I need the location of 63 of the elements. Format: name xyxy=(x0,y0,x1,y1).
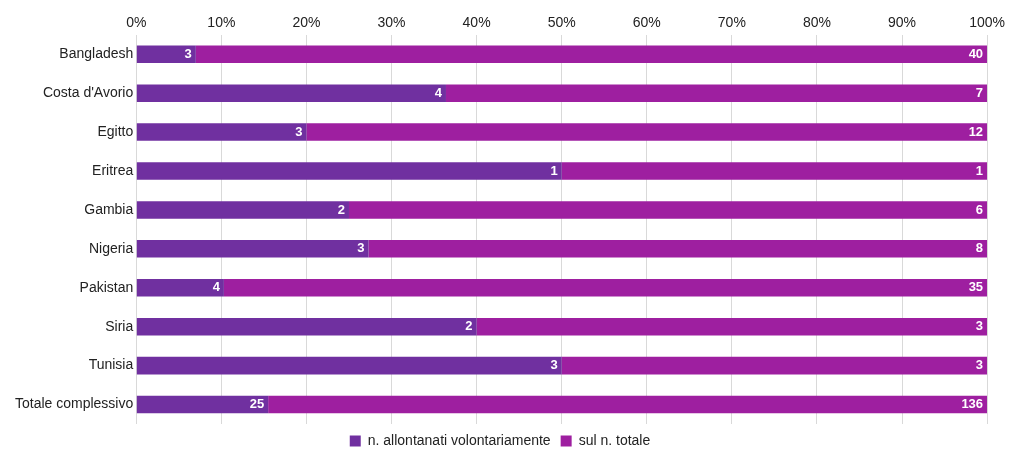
annotation: 25 xyxy=(249,396,265,412)
x-tick-label: 20% xyxy=(292,14,321,31)
bar xyxy=(368,240,988,258)
annotation: 35 xyxy=(968,279,984,295)
x-tick-label: 40% xyxy=(462,14,491,31)
y-tick-label: Pakistan xyxy=(79,278,134,295)
bar xyxy=(223,279,988,297)
annotation: 3 xyxy=(184,45,192,61)
bar xyxy=(136,240,369,258)
bar xyxy=(136,201,349,219)
bar xyxy=(136,162,562,180)
annotation: 1 xyxy=(550,162,558,178)
y-tick-label: Gambia xyxy=(84,200,134,217)
x-tick-label: 100% xyxy=(969,14,1005,31)
x-tick-label: 30% xyxy=(377,14,406,31)
annotation: 3 xyxy=(975,318,984,334)
legend-label: n. allontanati volontariamente xyxy=(367,431,551,448)
x-tick-label: 0% xyxy=(126,14,147,31)
x-tick-label: 90% xyxy=(888,14,917,31)
bar xyxy=(136,395,269,414)
bar xyxy=(136,317,477,336)
x-tick-label: 80% xyxy=(802,14,831,31)
annotation: 40 xyxy=(968,45,984,61)
annotation: 4 xyxy=(434,84,443,100)
annotation: 3 xyxy=(295,123,303,139)
x-tick-label: 70% xyxy=(717,14,746,31)
bar xyxy=(136,279,224,297)
y-tick-label: Nigeria xyxy=(88,239,134,256)
bar xyxy=(445,84,988,102)
y-tick-label: Bangladesh xyxy=(59,45,134,62)
annotation: 4 xyxy=(212,279,221,295)
bar xyxy=(561,162,988,180)
bar xyxy=(195,45,988,64)
bar xyxy=(136,123,307,141)
bar xyxy=(268,395,988,414)
y-tick-label: Tunisia xyxy=(88,356,134,373)
x-tick-label: 50% xyxy=(547,14,576,31)
x-tick-label: 60% xyxy=(632,14,661,31)
annotation: 2 xyxy=(337,201,345,217)
y-tick-label: Costa d'Avorio xyxy=(42,84,134,101)
annotation: 2 xyxy=(465,318,473,334)
bar xyxy=(136,84,446,102)
bar xyxy=(136,356,562,375)
bar xyxy=(561,356,988,375)
y-tick-label: Totale complessivo xyxy=(14,395,134,412)
annotation: 136 xyxy=(961,396,984,412)
y-tick-label: Eritrea xyxy=(92,161,134,178)
annotation: 7 xyxy=(975,84,984,100)
annotation: 8 xyxy=(975,240,984,256)
bar xyxy=(306,123,988,141)
bar xyxy=(136,45,196,64)
annotation: 12 xyxy=(968,123,984,139)
legend-label: sul n. totale xyxy=(578,431,651,448)
annotation: 3 xyxy=(357,240,365,256)
annotation: 6 xyxy=(975,201,984,217)
annotation: 1 xyxy=(975,162,984,178)
y-tick-label: Egitto xyxy=(97,122,134,139)
annotation: 3 xyxy=(550,357,558,373)
x-tick-label: 10% xyxy=(207,14,236,31)
annotation: 3 xyxy=(975,357,984,373)
bar xyxy=(476,317,988,336)
bar xyxy=(348,201,988,219)
y-tick-label: Siria xyxy=(105,317,134,334)
